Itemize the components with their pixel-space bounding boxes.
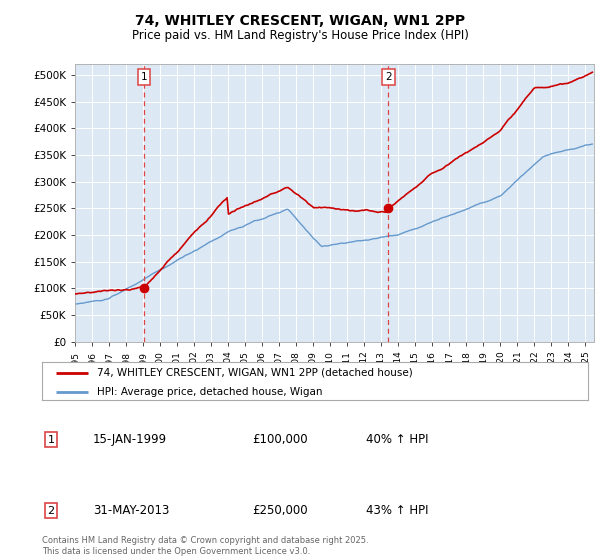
- Text: 31-MAY-2013: 31-MAY-2013: [93, 504, 169, 517]
- Text: 1: 1: [140, 72, 147, 82]
- Text: 15-JAN-1999: 15-JAN-1999: [93, 433, 167, 446]
- Text: £100,000: £100,000: [252, 433, 308, 446]
- Text: 40% ↑ HPI: 40% ↑ HPI: [366, 433, 428, 446]
- Text: HPI: Average price, detached house, Wigan: HPI: Average price, detached house, Wiga…: [97, 387, 322, 397]
- Text: 74, WHITLEY CRESCENT, WIGAN, WN1 2PP: 74, WHITLEY CRESCENT, WIGAN, WN1 2PP: [135, 14, 465, 28]
- Text: 2: 2: [385, 72, 392, 82]
- Text: 74, WHITLEY CRESCENT, WIGAN, WN1 2PP (detached house): 74, WHITLEY CRESCENT, WIGAN, WN1 2PP (de…: [97, 368, 412, 378]
- Text: 43% ↑ HPI: 43% ↑ HPI: [366, 504, 428, 517]
- Text: Price paid vs. HM Land Registry's House Price Index (HPI): Price paid vs. HM Land Registry's House …: [131, 29, 469, 42]
- Text: 1: 1: [47, 435, 55, 445]
- Text: Contains HM Land Registry data © Crown copyright and database right 2025.
This d: Contains HM Land Registry data © Crown c…: [42, 536, 368, 556]
- Text: 2: 2: [47, 506, 55, 516]
- Text: £250,000: £250,000: [252, 504, 308, 517]
